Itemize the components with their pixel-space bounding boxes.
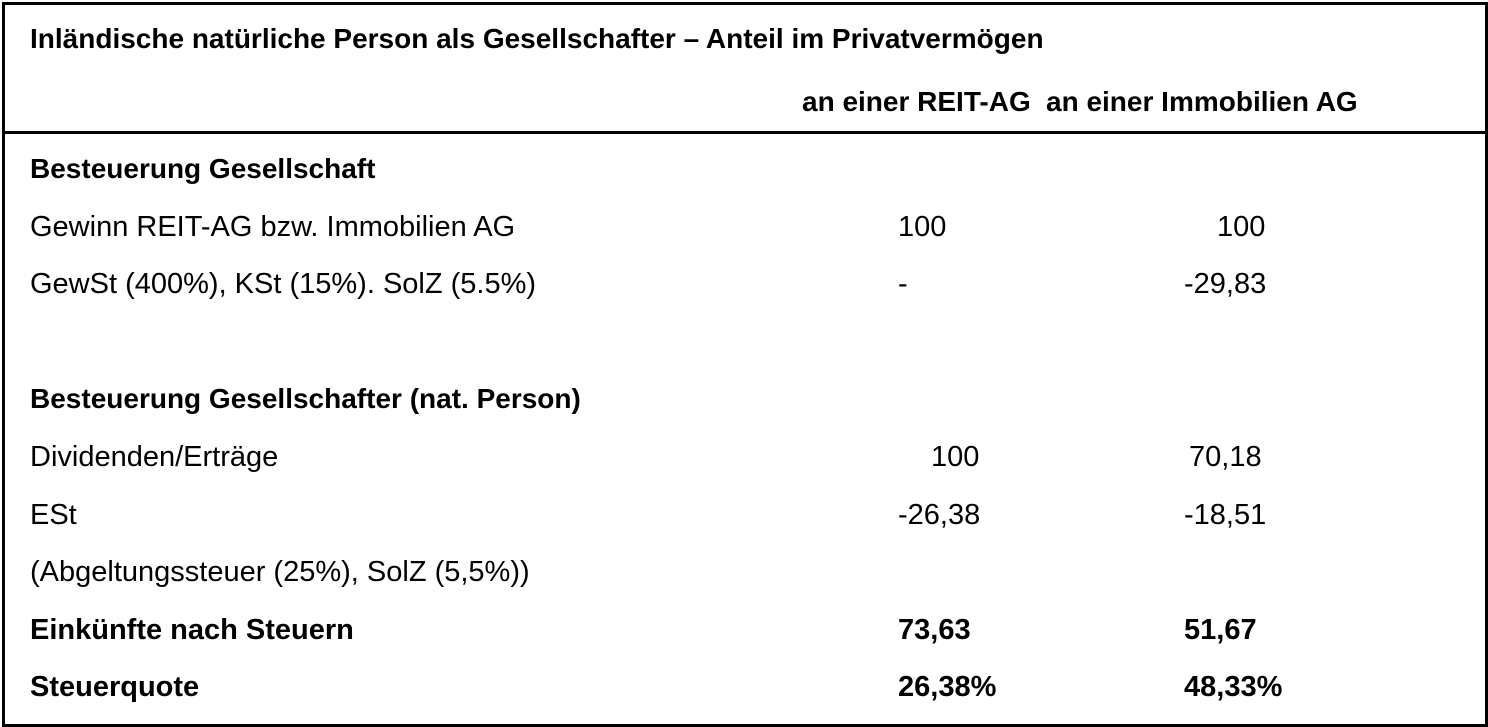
row-label-withholding-note: (Abgeltungssteuer (25%), SolZ (5,5%)) [30, 556, 530, 588]
row-value-income-after-tax-immo: 51,67 [1184, 614, 1257, 646]
row-value-corporate-taxes-reit: - [898, 268, 908, 300]
row-value-income-tax-immo: -18,51 [1184, 499, 1267, 531]
row-value-income-after-tax-reit: 73,63 [898, 614, 971, 646]
section-heading-shareholder: Besteuerung Gesellschafter (nat. Person) [30, 383, 581, 414]
row-value-dividends-reit: 100 [931, 441, 980, 473]
row-value-profit-reit: 100 [898, 211, 947, 243]
row-label-tax-rate: Steuerquote [30, 671, 200, 703]
header-divider [5, 131, 1485, 134]
row-label-income-tax: ESt [30, 499, 77, 531]
row-value-profit-immo: 100 [1217, 211, 1266, 243]
row-value-income-tax-reit: -26,38 [898, 499, 981, 531]
row-label-income-after-tax: Einkünfte nach Steuern [30, 614, 354, 646]
column-header-reit-ag: an einer REIT-AG [802, 86, 1031, 117]
section-heading-company: Besteuerung Gesellschaft [30, 153, 376, 184]
row-value-tax-rate-immo: 48,33% [1184, 671, 1283, 703]
column-header-immobilien-ag: an einer Immobilien AG [1046, 86, 1358, 117]
row-value-dividends-immo: 70,18 [1189, 441, 1262, 473]
row-value-tax-rate-reit: 26,38% [898, 671, 997, 703]
row-label-dividends: Dividenden/Erträge [30, 441, 279, 473]
row-label-corporate-taxes: GewSt (400%), KSt (15%). SolZ (5.5%) [30, 268, 537, 300]
table-title: Inländische natürliche Person als Gesell… [30, 23, 1044, 54]
row-label-profit: Gewinn REIT-AG bzw. Immobilien AG [30, 211, 516, 243]
row-value-corporate-taxes-immo: -29,83 [1184, 268, 1267, 300]
